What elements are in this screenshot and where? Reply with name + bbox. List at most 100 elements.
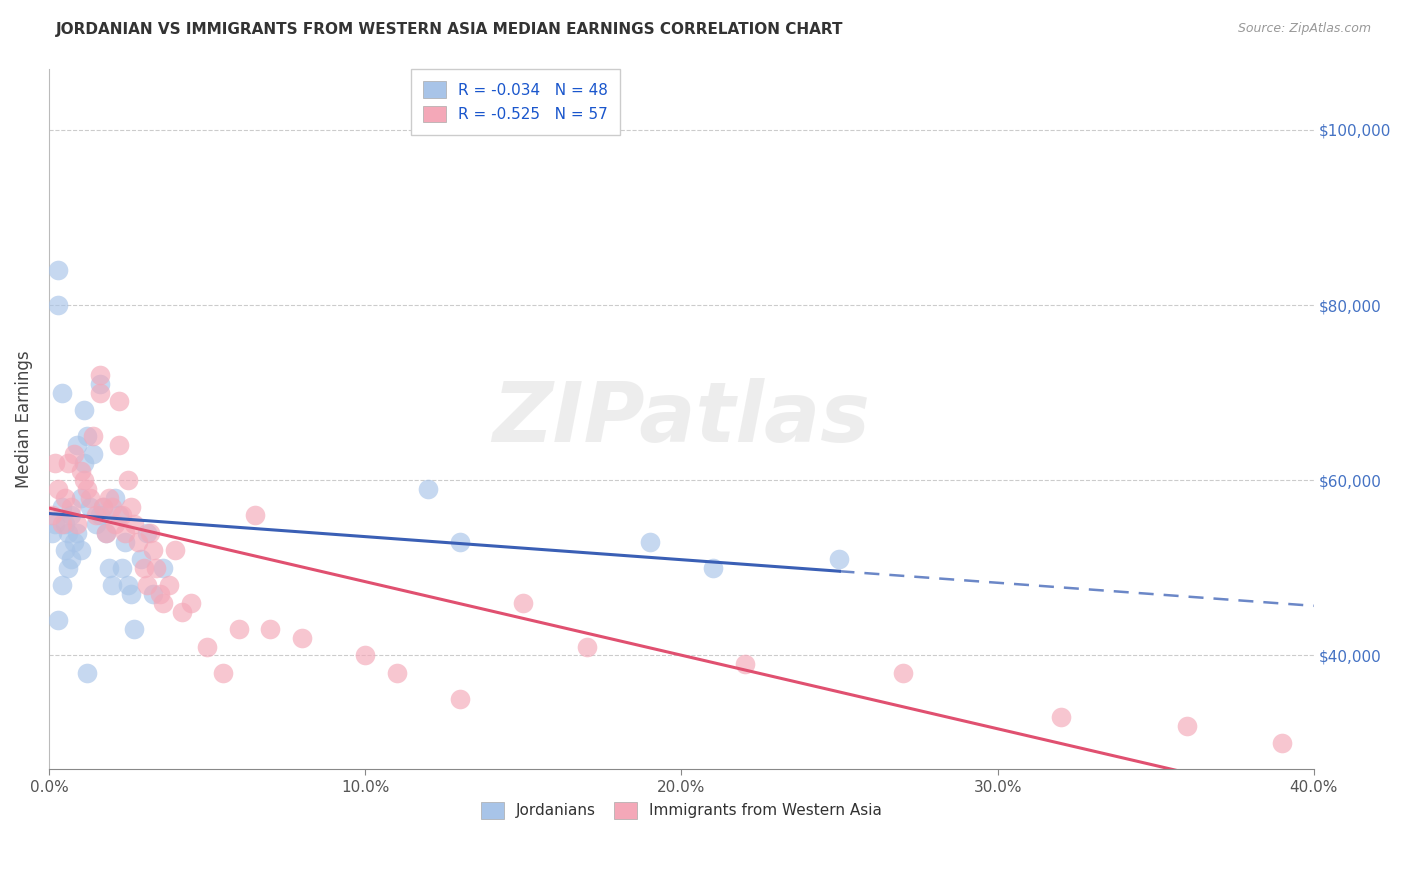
Point	[165, 543, 187, 558]
Point	[228, 622, 250, 636]
Point	[114, 534, 136, 549]
Point	[104, 516, 127, 531]
Point	[76, 482, 98, 496]
Point	[139, 525, 162, 540]
Point	[44, 516, 66, 531]
Point	[157, 578, 180, 592]
Point	[127, 534, 149, 549]
Point	[1175, 718, 1198, 732]
Point	[291, 631, 314, 645]
Point	[142, 587, 165, 601]
Point	[142, 543, 165, 558]
Point	[734, 657, 756, 672]
Point	[76, 429, 98, 443]
Point	[449, 692, 471, 706]
Point	[56, 456, 79, 470]
Point	[575, 640, 598, 654]
Point	[91, 500, 114, 514]
Point	[101, 578, 124, 592]
Point	[107, 508, 129, 523]
Point	[69, 543, 91, 558]
Point	[152, 596, 174, 610]
Point	[212, 665, 235, 680]
Point	[702, 561, 724, 575]
Text: JORDANIAN VS IMMIGRANTS FROM WESTERN ASIA MEDIAN EARNINGS CORRELATION CHART: JORDANIAN VS IMMIGRANTS FROM WESTERN ASI…	[56, 22, 844, 37]
Point	[48, 263, 70, 277]
Point	[98, 561, 121, 575]
Point	[79, 491, 101, 505]
Point	[51, 578, 73, 592]
Point	[107, 394, 129, 409]
Point	[82, 447, 104, 461]
Point	[152, 561, 174, 575]
Point	[243, 508, 266, 523]
Point	[69, 491, 91, 505]
Point	[828, 552, 851, 566]
Point	[53, 543, 76, 558]
Point	[94, 525, 117, 540]
Point	[53, 516, 76, 531]
Point	[60, 552, 83, 566]
Point	[120, 587, 142, 601]
Point	[86, 508, 108, 523]
Point	[48, 482, 70, 496]
Point	[86, 516, 108, 531]
Legend: Jordanians, Immigrants from Western Asia: Jordanians, Immigrants from Western Asia	[474, 796, 889, 825]
Point	[136, 578, 159, 592]
Point	[53, 491, 76, 505]
Point	[1049, 710, 1071, 724]
Point	[120, 500, 142, 514]
Point	[51, 500, 73, 514]
Point	[73, 456, 96, 470]
Point	[51, 385, 73, 400]
Point	[60, 508, 83, 523]
Point	[111, 508, 134, 523]
Point	[51, 516, 73, 531]
Point	[94, 525, 117, 540]
Point	[136, 525, 159, 540]
Point	[259, 622, 281, 636]
Point	[104, 491, 127, 505]
Point	[124, 622, 146, 636]
Point	[41, 508, 63, 523]
Point	[638, 534, 661, 549]
Point	[76, 665, 98, 680]
Point	[82, 429, 104, 443]
Point	[63, 447, 86, 461]
Text: ZIPatlas: ZIPatlas	[492, 378, 870, 459]
Point	[132, 561, 155, 575]
Point	[66, 516, 89, 531]
Point	[73, 403, 96, 417]
Point	[69, 465, 91, 479]
Point	[89, 508, 111, 523]
Point	[73, 473, 96, 487]
Point	[149, 587, 172, 601]
Point	[66, 525, 89, 540]
Point	[385, 665, 408, 680]
Y-axis label: Median Earnings: Median Earnings	[15, 350, 32, 488]
Point	[79, 500, 101, 514]
Point	[145, 561, 167, 575]
Point	[418, 482, 440, 496]
Text: Source: ZipAtlas.com: Source: ZipAtlas.com	[1237, 22, 1371, 36]
Point	[89, 385, 111, 400]
Point	[180, 596, 202, 610]
Point	[124, 516, 146, 531]
Point	[101, 500, 124, 514]
Point	[891, 665, 914, 680]
Point	[41, 525, 63, 540]
Point	[48, 614, 70, 628]
Point	[91, 500, 114, 514]
Point	[354, 648, 377, 663]
Point	[48, 298, 70, 312]
Point	[117, 473, 139, 487]
Point	[89, 368, 111, 383]
Point	[66, 438, 89, 452]
Point	[107, 438, 129, 452]
Point	[114, 525, 136, 540]
Point	[170, 605, 193, 619]
Point	[195, 640, 218, 654]
Point	[89, 376, 111, 391]
Point	[449, 534, 471, 549]
Point	[117, 578, 139, 592]
